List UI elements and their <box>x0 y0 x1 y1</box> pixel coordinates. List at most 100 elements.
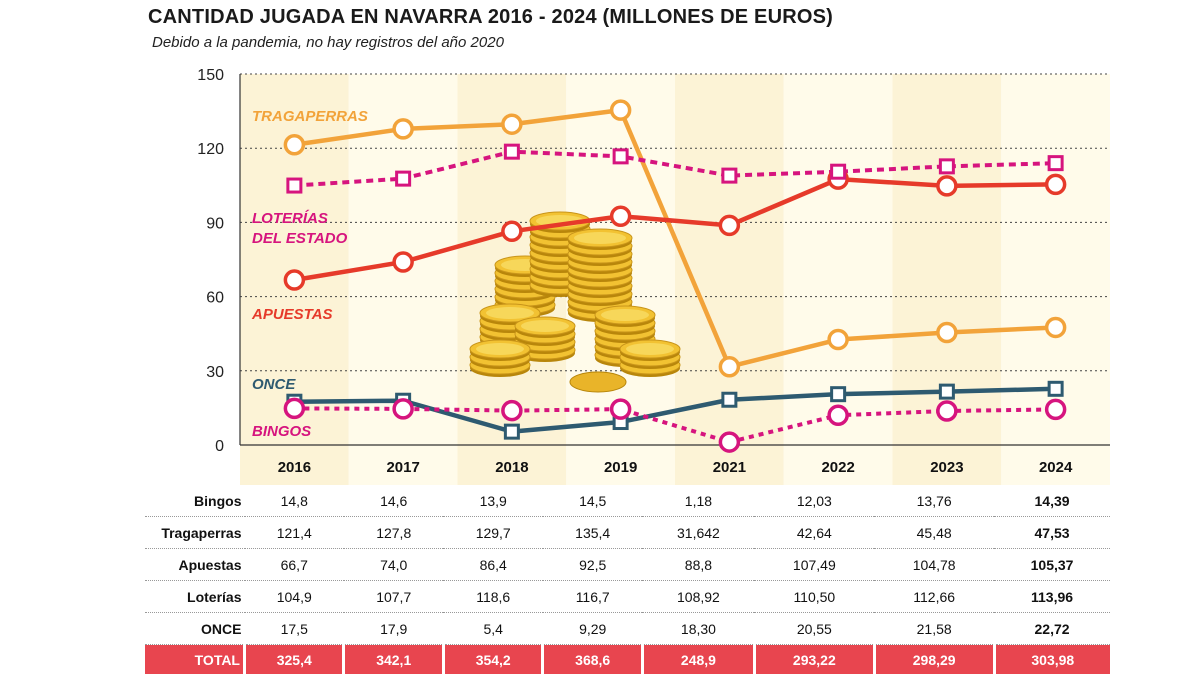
table-cell: 17,9 <box>343 612 444 645</box>
series-line-bingos <box>294 406 1056 445</box>
series-label: LOTERÍAS <box>252 210 328 227</box>
table-cell: 104,9 <box>244 580 344 613</box>
total-row: TOTAL 325,4 342,1 354,2 368,6 248,9 293,22 298,… <box>145 644 1110 674</box>
series-line-loteras <box>294 149 1056 188</box>
line-chart: 0 30 60 90 120 150 2016 2017 2018 2019 2021 2022 202… <box>197 67 1110 485</box>
data-point <box>1044 173 1067 196</box>
table-cell: 107,49 <box>754 548 875 581</box>
data-point <box>721 391 738 408</box>
table-cell: 14,6 <box>343 485 444 517</box>
table-cell: 303,98 <box>992 644 1110 674</box>
data-point <box>503 143 520 160</box>
table-cell: 21,58 <box>874 612 995 645</box>
x-tick-label: 2017 <box>386 459 419 476</box>
table-cell: 116,7 <box>542 580 643 613</box>
data-point <box>612 148 629 165</box>
data-point <box>830 163 847 180</box>
table-cell: 13,9 <box>443 485 543 517</box>
data-point <box>936 321 958 344</box>
row-label: Apuestas <box>145 548 245 581</box>
table-row: ONCE 17,5 17,9 5,4 9,29 18,30 20,55 21,58 22,72 <box>145 612 1110 645</box>
data-point <box>283 133 306 156</box>
data-point <box>501 113 523 135</box>
table-cell: 12,03 <box>754 485 875 517</box>
row-label: TOTAL <box>145 644 245 674</box>
table-cell: 112,66 <box>874 580 995 613</box>
table-cell: 129,7 <box>443 516 543 549</box>
coin-face <box>626 343 674 355</box>
table-row: Tragaperras 121,4 127,8 129,7 135,4 31,642 42,… <box>145 516 1110 549</box>
table-cell: 113,96 <box>994 580 1110 613</box>
data-point <box>721 167 738 184</box>
row-label: ONCE <box>145 612 245 645</box>
table-cell: 293,22 <box>752 644 875 674</box>
data-point <box>395 170 412 187</box>
data-point <box>1047 155 1064 172</box>
data-point <box>1044 316 1067 339</box>
table-cell: 45,48 <box>874 516 995 549</box>
data-point <box>283 269 306 291</box>
data-point <box>283 397 306 420</box>
table-cell: 5,4 <box>443 612 543 645</box>
data-point <box>718 431 741 453</box>
coin-face <box>486 307 534 319</box>
table-cell: 121,4 <box>244 516 344 549</box>
series-line-once <box>294 386 1056 434</box>
table-cell: 17,5 <box>244 612 344 645</box>
x-tick-label: 2023 <box>930 459 963 476</box>
data-point <box>392 398 414 420</box>
series-line-tragaperras <box>294 107 1056 369</box>
coin-face <box>601 309 649 321</box>
table-cell: 135,4 <box>542 516 643 549</box>
table-cell: 354,2 <box>441 644 543 674</box>
table-cell: 110,50 <box>754 580 875 613</box>
column-band <box>1001 74 1110 485</box>
table-cell: 31,642 <box>642 516 755 549</box>
table-cell: 74,0 <box>343 548 444 581</box>
table-cell: 342,1 <box>342 644 444 674</box>
table-cell: 9,29 <box>542 612 643 645</box>
y-tick-label: 120 <box>197 141 224 158</box>
data-point <box>503 423 520 440</box>
y-tick-label: 90 <box>206 215 224 232</box>
table-cell: 118,6 <box>443 580 543 613</box>
y-tick-label: 150 <box>197 67 224 84</box>
table-cell: 325,4 <box>242 644 344 674</box>
page-subtitle: Debido a la pandemia, no hay registros d… <box>152 34 504 51</box>
x-tick-label: 2024 <box>1039 459 1073 476</box>
data-point <box>938 158 955 175</box>
x-tick-label: 2016 <box>278 459 311 476</box>
data-point <box>392 251 414 273</box>
coin-stack-illustration <box>469 211 681 393</box>
series-label: DEL ESTADO <box>252 230 348 247</box>
data-point <box>938 383 955 400</box>
row-label: Bingos <box>145 485 245 517</box>
table-cell: 14,8 <box>244 485 344 517</box>
table-cell: 107,7 <box>343 580 444 613</box>
series-label: BINGOS <box>252 423 311 440</box>
table-cell: 127,8 <box>343 516 444 549</box>
data-point <box>936 175 958 197</box>
table-cell: 105,37 <box>994 548 1110 581</box>
table-cell: 298,29 <box>872 644 995 674</box>
row-label: Tragaperras <box>145 516 245 549</box>
row-label: Loterías <box>145 580 245 613</box>
table-row: Bingos 14,8 14,6 13,9 14,5 1,18 12,03 13,76 14,3… <box>145 485 1110 517</box>
x-tick-label: 2021 <box>713 459 746 476</box>
data-point <box>392 118 414 140</box>
table-cell: 86,4 <box>443 548 543 581</box>
series-line-apuestas <box>294 176 1056 283</box>
page-title: CANTIDAD JUGADA EN NAVARRA 2016 - 2024 (… <box>148 6 834 28</box>
column-band <box>892 74 1002 485</box>
table-cell: 20,55 <box>754 612 875 645</box>
data-point <box>718 214 741 237</box>
coin-face <box>521 320 569 332</box>
table-row: Apuestas 66,7 74,0 86,4 92,5 88,8 107,49 104,78… <box>145 548 1110 581</box>
table-cell: 14,39 <box>994 485 1110 517</box>
x-tick-label: 2018 <box>495 459 528 476</box>
data-point <box>827 404 849 426</box>
data-point <box>501 220 523 243</box>
table-cell: 47,53 <box>994 516 1110 549</box>
coin-face <box>574 232 626 244</box>
data-point <box>1044 398 1067 421</box>
